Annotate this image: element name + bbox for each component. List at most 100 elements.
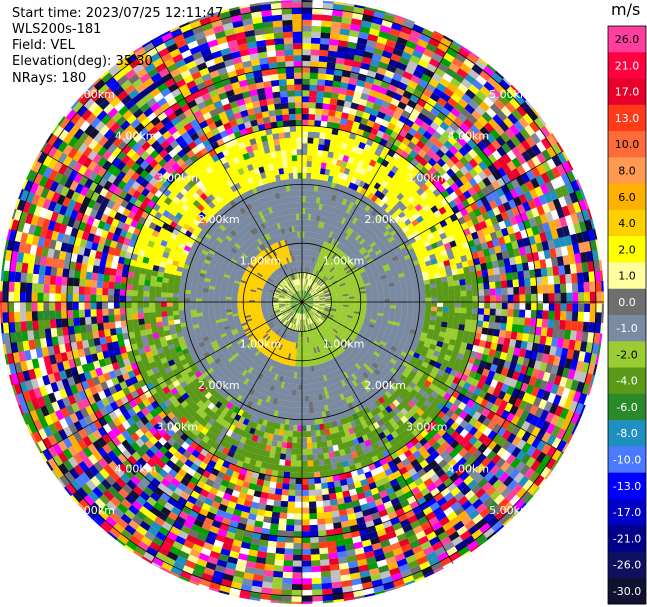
range-gate bbox=[357, 396, 365, 405]
range-gate bbox=[376, 346, 384, 353]
range-gate bbox=[283, 346, 288, 353]
range-gate bbox=[550, 383, 560, 396]
range-gate bbox=[323, 355, 329, 363]
range-gate bbox=[292, 425, 298, 432]
range-gate bbox=[546, 327, 554, 339]
range-gate bbox=[311, 341, 315, 348]
range-gate bbox=[309, 548, 320, 555]
range-gate bbox=[269, 594, 282, 602]
range-gate bbox=[577, 311, 585, 324]
range-gate bbox=[324, 464, 332, 471]
range-gate bbox=[389, 541, 402, 552]
range-gate bbox=[302, 307, 304, 314]
range-gate bbox=[392, 399, 400, 408]
range-gate bbox=[323, 320, 329, 326]
range-gate bbox=[559, 320, 566, 331]
range-gate bbox=[331, 516, 341, 524]
range-gate bbox=[260, 346, 266, 353]
range-gate bbox=[404, 367, 412, 375]
range-gate bbox=[332, 480, 342, 488]
range-gate bbox=[266, 457, 275, 465]
range-gate bbox=[553, 319, 561, 331]
range-gate bbox=[366, 562, 379, 571]
range-gate bbox=[314, 394, 320, 402]
range-gate bbox=[291, 324, 295, 330]
range-gate bbox=[239, 583, 252, 592]
range-gate bbox=[258, 497, 268, 505]
range-gate bbox=[324, 529, 335, 536]
range-gate bbox=[547, 319, 555, 330]
range-gate bbox=[204, 561, 217, 571]
range-gate bbox=[296, 431, 302, 438]
range-gate bbox=[348, 310, 355, 314]
range-gate bbox=[348, 388, 355, 396]
range-gate bbox=[379, 327, 386, 333]
range-gate bbox=[309, 371, 313, 379]
range-gate bbox=[235, 497, 246, 506]
range-gate bbox=[269, 352, 275, 360]
range-gate bbox=[287, 395, 293, 402]
range-gate bbox=[373, 351, 380, 358]
range-gate bbox=[306, 378, 311, 385]
range-gate bbox=[297, 307, 300, 313]
range-gate bbox=[369, 356, 377, 363]
range-gate bbox=[288, 347, 293, 354]
range-gate bbox=[246, 512, 257, 521]
range-gate bbox=[301, 413, 307, 420]
range-gate bbox=[594, 322, 602, 335]
range-gate bbox=[294, 306, 299, 312]
range-gate bbox=[567, 368, 576, 382]
range-gate bbox=[232, 385, 240, 393]
range-gate bbox=[317, 318, 323, 324]
range-gate bbox=[263, 510, 273, 518]
range-gate bbox=[287, 483, 296, 490]
range-gate bbox=[300, 542, 311, 549]
range-gate bbox=[387, 567, 401, 577]
range-gate bbox=[373, 553, 386, 563]
range-gate bbox=[339, 337, 346, 344]
range-gate bbox=[319, 405, 326, 413]
range-gate bbox=[262, 341, 268, 347]
range-gate bbox=[481, 327, 489, 336]
range-gate bbox=[288, 329, 292, 336]
range-gate bbox=[366, 340, 374, 346]
range-gate bbox=[217, 503, 228, 512]
range-gate bbox=[378, 330, 385, 336]
range-gate bbox=[190, 523, 202, 533]
range-gate bbox=[342, 324, 349, 329]
range-gate bbox=[377, 396, 386, 405]
range-gate bbox=[244, 493, 254, 502]
range-gate bbox=[240, 375, 247, 383]
range-gate bbox=[309, 311, 314, 316]
range-gate bbox=[301, 425, 307, 432]
range-gate bbox=[245, 554, 258, 563]
range-gate bbox=[252, 465, 261, 474]
range-gate bbox=[282, 339, 287, 346]
range-gate bbox=[422, 571, 435, 579]
range-gate bbox=[255, 478, 265, 486]
range-gate bbox=[286, 436, 293, 443]
range-gate bbox=[339, 345, 346, 352]
range-gate bbox=[315, 334, 319, 341]
range-gate bbox=[511, 371, 521, 382]
range-gate bbox=[335, 376, 341, 383]
range-gate bbox=[345, 348, 351, 355]
range-gate bbox=[224, 506, 235, 515]
range-gate bbox=[484, 302, 491, 310]
range-gate bbox=[305, 407, 310, 414]
range-gate bbox=[552, 355, 561, 368]
range-gate bbox=[321, 494, 330, 501]
range-gate bbox=[295, 325, 298, 331]
range-gate bbox=[387, 536, 399, 546]
range-gate bbox=[380, 576, 393, 585]
range-gate bbox=[403, 378, 412, 386]
range-gate bbox=[78, 308, 85, 318]
range-gate bbox=[306, 305, 312, 310]
range-gate bbox=[298, 390, 302, 397]
range-gate bbox=[310, 335, 314, 342]
range-gate bbox=[441, 316, 449, 324]
range-gate bbox=[306, 305, 312, 310]
range-gate bbox=[305, 306, 309, 312]
range-gate bbox=[282, 333, 287, 339]
range-gate bbox=[318, 465, 326, 472]
